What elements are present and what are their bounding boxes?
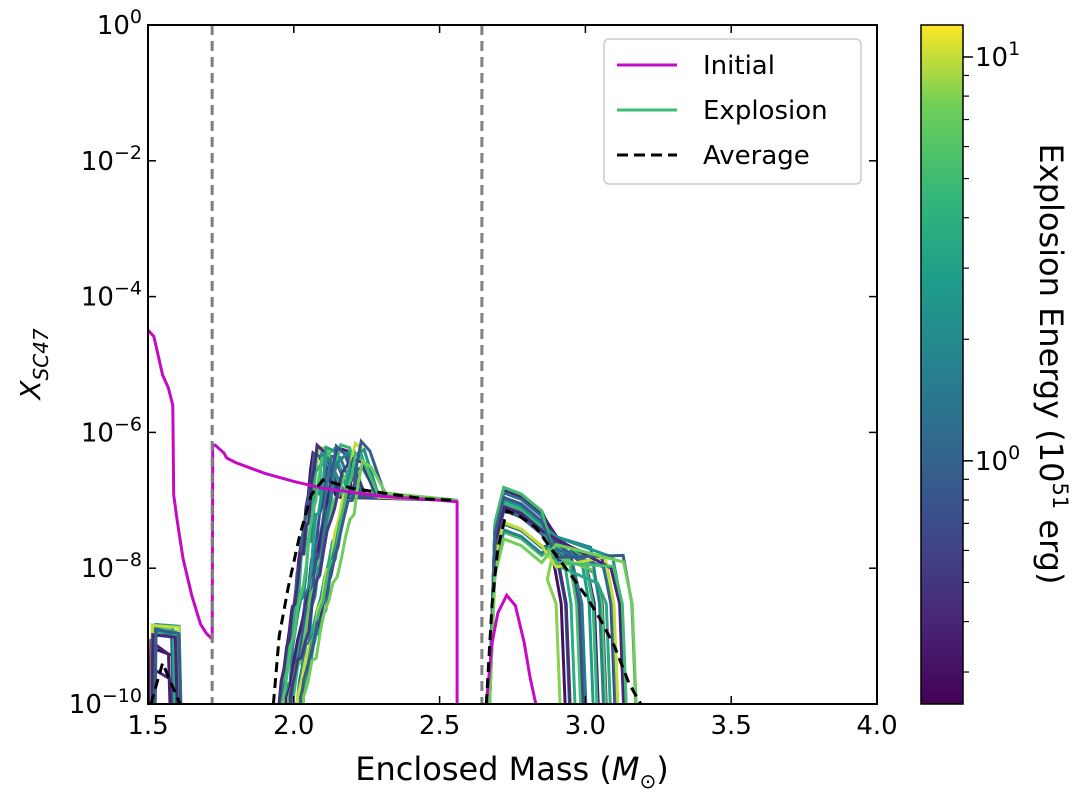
y-tick-label: 10−6 xyxy=(81,413,142,448)
legend: Initial Explosion Average xyxy=(603,38,862,185)
plot-frame xyxy=(147,24,878,705)
y-tick-label: 100 xyxy=(97,6,142,41)
colorbar-title: Explosion Energy (1051 erg) xyxy=(1032,144,1072,585)
explosion-curve-c xyxy=(487,485,628,704)
x-tick-label: 3.5 xyxy=(711,711,752,741)
explosion-curve-a xyxy=(153,627,183,704)
initial-line xyxy=(484,592,538,704)
average-line xyxy=(149,658,182,704)
explosion-curve-c xyxy=(487,520,620,704)
colorbar-gradient xyxy=(920,24,964,705)
colorbar-tick-label: 100 xyxy=(975,442,1020,477)
x-tick-label: 3.0 xyxy=(565,711,606,741)
x-tick-label: 4.0 xyxy=(856,711,897,741)
y-tick-label: 10−8 xyxy=(81,549,142,584)
explosion-curve-a xyxy=(150,633,179,704)
explosion-curve-c xyxy=(487,505,626,704)
y-tick-label: 10−4 xyxy=(81,278,142,313)
average-line xyxy=(484,508,643,704)
vertical-markers xyxy=(210,25,484,704)
x-tick-label: 1.5 xyxy=(127,711,168,741)
x-tick-label: 2.0 xyxy=(273,711,314,741)
legend-label-average: Average xyxy=(703,141,810,171)
legend-box xyxy=(603,38,862,185)
legend-label-initial: Initial xyxy=(703,51,775,81)
explosion-curve-c xyxy=(488,536,638,704)
y-tick-label: 10−2 xyxy=(81,142,142,177)
average-line xyxy=(271,478,455,704)
colorbar-ticks: 100 101 xyxy=(963,38,1020,673)
colorbar-tick-label: 101 xyxy=(975,38,1020,73)
explosion-curves xyxy=(148,438,638,704)
explosion-curve-b xyxy=(288,458,458,704)
explosion-curve-b xyxy=(299,438,458,704)
explosion-curve-b xyxy=(302,458,458,704)
explosion-curve-b xyxy=(277,442,458,704)
legend-label-explosion: Explosion xyxy=(703,96,828,126)
y-axis-title: XSC47 xyxy=(14,328,53,402)
colorbar: 100 101 Explosion Energy (1051 erg) xyxy=(920,24,1072,705)
axis-ticks: 1.5 2.0 2.5 3.0 3.5 4.0 10−10 10−8 10−6 10−4 10−2 1… xyxy=(69,6,898,741)
x-axis-title: Enclosed Mass (M⊙) xyxy=(355,750,668,793)
explosion-curve-a xyxy=(153,667,175,704)
x-tick-label: 2.5 xyxy=(419,711,460,741)
y-tick-label: 10−10 xyxy=(69,685,142,720)
